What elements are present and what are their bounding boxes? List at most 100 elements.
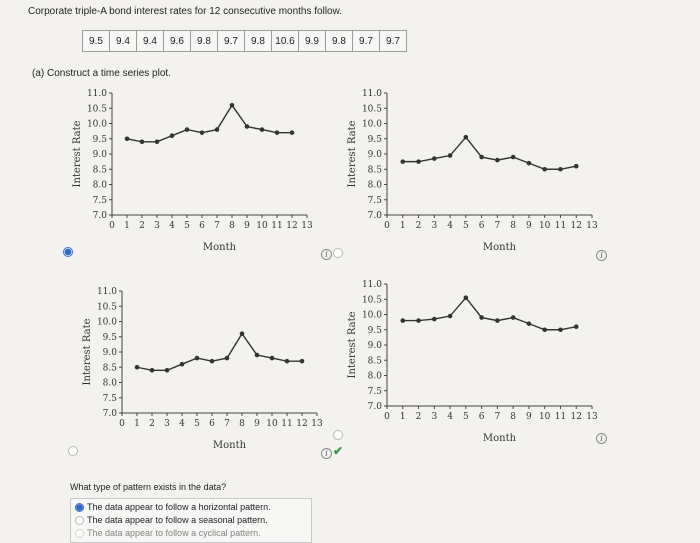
question-prompt: Corporate triple-A bond interest rates f… (28, 6, 343, 17)
pattern-option-cyclical-radio[interactable] (75, 529, 84, 539)
y-tick-label: 10.0 (87, 120, 107, 130)
x-tick-label: 0 (119, 419, 125, 429)
y-tick-label: 9.5 (368, 326, 383, 336)
time-series-chart-option-3: 7.07.58.08.59.09.510.010.511.00 1 2 3 4 5 6 7 8 9… (82, 287, 323, 451)
data-point (432, 316, 437, 322)
x-tick-label: 5 (463, 221, 469, 231)
x-tick-label: 6 (479, 221, 485, 231)
y-tick-label: 7.5 (368, 387, 383, 397)
pattern-option-seasonal[interactable]: The data appear to follow a seasonal pat… (75, 515, 311, 528)
correct-check-icon: ✔ (333, 444, 344, 458)
data-point (558, 327, 563, 333)
time-series-chart-option-1: 7.07.58.08.59.09.510.010.511.00 1 2 3 4 5 6 7 8 9… (72, 89, 313, 253)
data-point (214, 127, 220, 132)
x-tick-label: 12 (571, 412, 582, 422)
x-tick-label: 13 (586, 221, 598, 231)
y-tick-label: 9.0 (368, 150, 383, 160)
x-tick-label: 11 (271, 221, 282, 231)
x-tick-label: 11 (281, 419, 292, 429)
x-tick-label: 8 (510, 221, 516, 231)
x-tick-label: 2 (139, 221, 145, 231)
y-tick-label: 10.5 (362, 295, 382, 305)
pattern-option-label: The data appear to follow a cyclical pat… (87, 528, 261, 538)
series-line (136, 332, 302, 372)
y-tick-label: 8.0 (103, 379, 118, 389)
x-tick-label: 1 (134, 419, 140, 429)
pattern-option-seasonal-radio[interactable] (75, 516, 84, 526)
data-point (244, 124, 250, 129)
data-point (447, 313, 453, 319)
data-point (184, 127, 190, 132)
pattern-option-cyclical[interactable]: The data appear to follow a cyclical pat… (75, 528, 311, 541)
data-point (289, 130, 295, 135)
y-tick-label: 9.5 (368, 135, 383, 145)
part-a-instruction: (a) Construct a time series plot. (32, 68, 171, 79)
x-tick-label: 11 (555, 412, 566, 422)
x-tick-label: 10 (266, 419, 278, 429)
x-tick-label: 9 (254, 419, 260, 429)
x-tick-label: 10 (539, 412, 551, 422)
data-point (229, 102, 235, 108)
x-tick-label: 1 (400, 221, 406, 231)
y-tick-label: 7.0 (93, 211, 108, 221)
chart-option-2-info-icon[interactable]: i (596, 250, 607, 261)
pattern-option-horizontal[interactable]: The data appear to follow a horizontal p… (75, 502, 311, 515)
chart-option-4-zoom-icon[interactable]: i (596, 433, 607, 444)
data-point (526, 321, 532, 326)
x-tick-label: 2 (416, 412, 422, 422)
chart-option-2-radio[interactable] (333, 248, 343, 258)
y-tick-label: 10.5 (97, 302, 117, 312)
data-point (164, 368, 170, 373)
rate-cell: 9.5 (82, 30, 110, 52)
data-point (169, 133, 175, 138)
y-tick-label: 10.5 (362, 104, 382, 114)
x-tick-label: 5 (463, 412, 469, 422)
data-point (526, 160, 532, 166)
x-tick-label: 7 (495, 412, 501, 422)
x-tick-label: 3 (164, 419, 170, 429)
series-line (402, 136, 577, 170)
y-tick-label: 8.5 (93, 165, 108, 175)
data-point (259, 127, 265, 132)
x-tick-label: 7 (214, 221, 220, 231)
y-tick-label: 11.0 (362, 280, 382, 290)
x-tick-label: 3 (154, 221, 160, 231)
x-tick-label: 7 (495, 221, 501, 231)
y-tick-label: 10.5 (87, 104, 107, 114)
x-tick-label: 8 (239, 419, 245, 429)
chart-option-1-radio[interactable] (63, 247, 73, 257)
data-point (134, 364, 140, 370)
x-tick-label: 6 (199, 221, 205, 231)
x-tick-label: 13 (301, 221, 313, 231)
data-point (479, 315, 484, 320)
x-tick-label: 8 (510, 412, 516, 422)
pattern-option-horizontal-radio[interactable] (75, 503, 84, 513)
y-axis-label: Interest Rate (72, 120, 83, 187)
x-axis-label: Month (213, 440, 247, 451)
data-point (463, 134, 469, 140)
x-tick-label: 6 (479, 412, 485, 422)
data-point (573, 324, 579, 329)
x-tick-label: 9 (526, 221, 532, 231)
data-point (416, 159, 421, 164)
x-tick-label: 13 (586, 412, 598, 422)
chart-option-4-radio[interactable] (333, 430, 343, 440)
rate-cell: 9.7 (217, 30, 245, 52)
x-tick-label: 4 (169, 221, 175, 231)
chart-option-1-info-icon[interactable]: i (321, 249, 332, 260)
series-line (126, 103, 292, 143)
x-tick-label: 1 (400, 412, 406, 422)
x-tick-label: 2 (149, 419, 155, 429)
y-tick-label: 7.0 (368, 211, 383, 221)
data-point (573, 163, 579, 169)
x-axis-label: Month (203, 242, 237, 253)
y-tick-label: 10.0 (362, 120, 382, 130)
chart-option-3-radio[interactable] (68, 446, 78, 456)
y-tick-label: 8.5 (368, 165, 383, 175)
y-tick-label: 7.0 (368, 402, 383, 412)
chart-option-4-info-icon[interactable]: i (321, 448, 332, 459)
x-tick-label: 4 (179, 419, 185, 429)
y-tick-label: 8.0 (368, 181, 383, 191)
y-tick-label: 10.0 (362, 311, 382, 321)
data-point (510, 315, 516, 320)
